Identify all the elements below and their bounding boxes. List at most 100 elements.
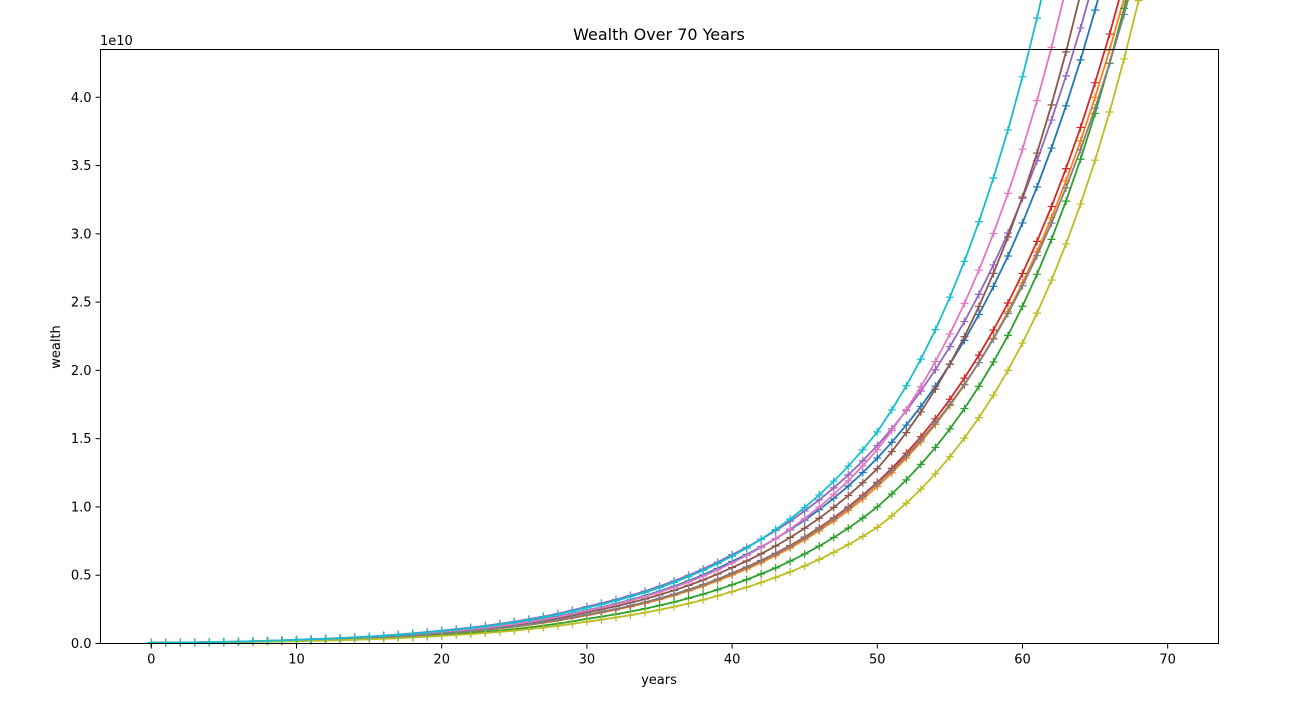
data-point <box>1062 197 1071 206</box>
data-point <box>960 299 969 308</box>
data-point <box>873 454 882 463</box>
x-tick-label: 10 <box>288 653 305 668</box>
data-point <box>713 591 722 600</box>
data-point <box>336 634 345 643</box>
data-point <box>757 535 766 544</box>
data-point <box>1062 183 1071 192</box>
data-point <box>931 325 940 334</box>
data-point <box>1062 164 1071 173</box>
data-point <box>974 351 983 360</box>
data-point <box>1047 116 1056 125</box>
data-point <box>771 541 780 550</box>
x-tick-label: 0 <box>147 653 155 668</box>
data-point <box>699 595 708 604</box>
data-point <box>1062 239 1071 248</box>
data-point <box>974 382 983 391</box>
data-point <box>655 605 664 614</box>
data-point <box>989 269 998 278</box>
y-tick-label: 3.0 <box>71 227 92 242</box>
data-point <box>786 542 795 551</box>
data-point <box>626 601 635 610</box>
data-point <box>858 445 867 454</box>
data-point <box>742 563 751 572</box>
data-point <box>1091 78 1100 87</box>
data-point <box>945 293 954 302</box>
data-point <box>974 290 983 299</box>
data-point <box>1033 14 1042 23</box>
data-point <box>1033 237 1042 246</box>
data-point <box>1091 104 1100 113</box>
y-axis-label: wealth <box>49 325 64 369</box>
data-point <box>321 634 330 643</box>
data-point <box>902 475 911 484</box>
data-point <box>553 621 562 630</box>
data-point <box>815 555 824 564</box>
data-point <box>626 592 635 601</box>
data-point <box>408 629 417 638</box>
data-point <box>931 469 940 478</box>
data-point <box>699 580 708 589</box>
data-point <box>989 174 998 183</box>
data-point <box>800 533 809 542</box>
data-point <box>945 342 954 351</box>
data-point <box>1033 149 1042 158</box>
data-point <box>1091 156 1100 165</box>
data-point <box>974 302 983 311</box>
data-point <box>1018 192 1027 201</box>
data-point <box>960 257 969 266</box>
data-point <box>510 626 519 635</box>
data-point <box>786 525 795 534</box>
data-point <box>699 566 708 575</box>
data-point <box>466 624 475 633</box>
data-point <box>945 452 954 461</box>
data-point <box>931 443 940 452</box>
data-point <box>815 524 824 533</box>
data-point <box>1120 54 1129 63</box>
data-point <box>379 631 388 640</box>
plot-frame <box>100 49 1219 644</box>
data-point <box>611 596 620 605</box>
data-point <box>1033 270 1042 279</box>
data-point <box>582 603 591 612</box>
y-tick-label: 1.0 <box>71 500 92 515</box>
data-point <box>902 405 911 414</box>
data-point <box>742 544 751 553</box>
y-tick-label: 3.5 <box>71 159 92 174</box>
data-point <box>931 385 940 394</box>
data-point <box>873 502 882 511</box>
data-point <box>655 594 664 603</box>
data-point <box>1120 10 1129 19</box>
data-point <box>1003 125 1012 134</box>
data-point <box>670 602 679 611</box>
data-point <box>829 548 838 557</box>
data-point <box>684 585 693 594</box>
data-point <box>829 514 838 523</box>
data-point <box>916 460 925 469</box>
data-point <box>452 625 461 634</box>
data-point <box>844 491 853 500</box>
data-point <box>916 436 925 445</box>
data-point <box>1003 309 1012 318</box>
data-point <box>931 418 940 427</box>
data-point <box>307 635 316 644</box>
data-point <box>582 617 591 626</box>
data-point <box>495 627 504 636</box>
data-point <box>960 332 969 341</box>
x-ticks: 0 10 20 30 40 50 60 70 <box>147 643 1176 668</box>
data-point <box>350 633 359 642</box>
y-tick-label: 0.0 <box>71 637 92 652</box>
data-point <box>161 638 170 647</box>
data-point <box>611 613 620 622</box>
y-scale-label: 1e10 <box>100 34 133 49</box>
data-point <box>1076 200 1085 209</box>
data-point <box>437 626 446 635</box>
data-point <box>524 615 533 624</box>
y-tick-label: 2.5 <box>71 296 92 311</box>
y-tick-label: 1.5 <box>71 432 92 447</box>
data-point <box>742 575 751 584</box>
data-point <box>960 434 969 443</box>
data-point <box>873 445 882 454</box>
data-point <box>1047 100 1056 109</box>
data-point <box>176 638 185 647</box>
data-point <box>974 413 983 422</box>
